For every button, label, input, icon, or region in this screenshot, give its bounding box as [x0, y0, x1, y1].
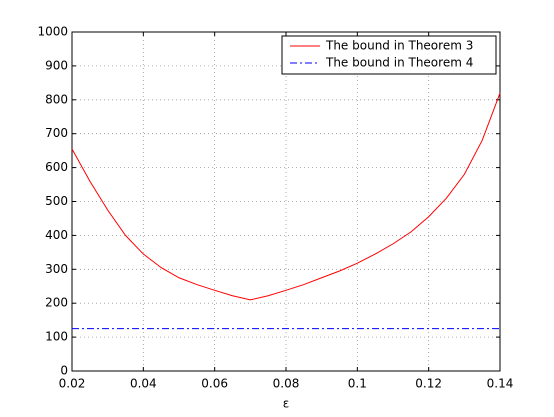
- x-axis-label: ε: [283, 397, 290, 411]
- x-tick-label: 0.12: [415, 377, 442, 391]
- axes-box: [71, 31, 501, 372]
- x-tick-label: 0.1: [348, 377, 367, 391]
- x-tick-label: 0.04: [130, 377, 157, 391]
- y-tick-label: 100: [45, 330, 68, 344]
- y-tick-label: 600: [45, 160, 68, 174]
- y-tick-label: 1000: [37, 25, 68, 39]
- x-tick-label: 0.02: [59, 377, 86, 391]
- y-tick-label: 900: [45, 58, 68, 72]
- x-tick-label: 0.14: [487, 377, 514, 391]
- legend-label: The bound in Theorem 3: [325, 39, 473, 53]
- series-line: [71, 92, 501, 301]
- y-tick-label: 200: [45, 296, 68, 310]
- y-tick-label: 0: [60, 364, 68, 378]
- y-tick-label: 800: [45, 92, 68, 106]
- y-tick-label: 700: [45, 126, 68, 140]
- x-tick-label: 0.08: [273, 377, 300, 391]
- legend-box: [281, 35, 497, 75]
- y-tick-label: 300: [45, 262, 68, 276]
- x-tick-label: 0.06: [201, 377, 228, 391]
- y-tick-label: 500: [45, 194, 68, 208]
- legend-label: The bound in Theorem 4: [325, 56, 473, 70]
- y-tick-label: 400: [45, 228, 68, 242]
